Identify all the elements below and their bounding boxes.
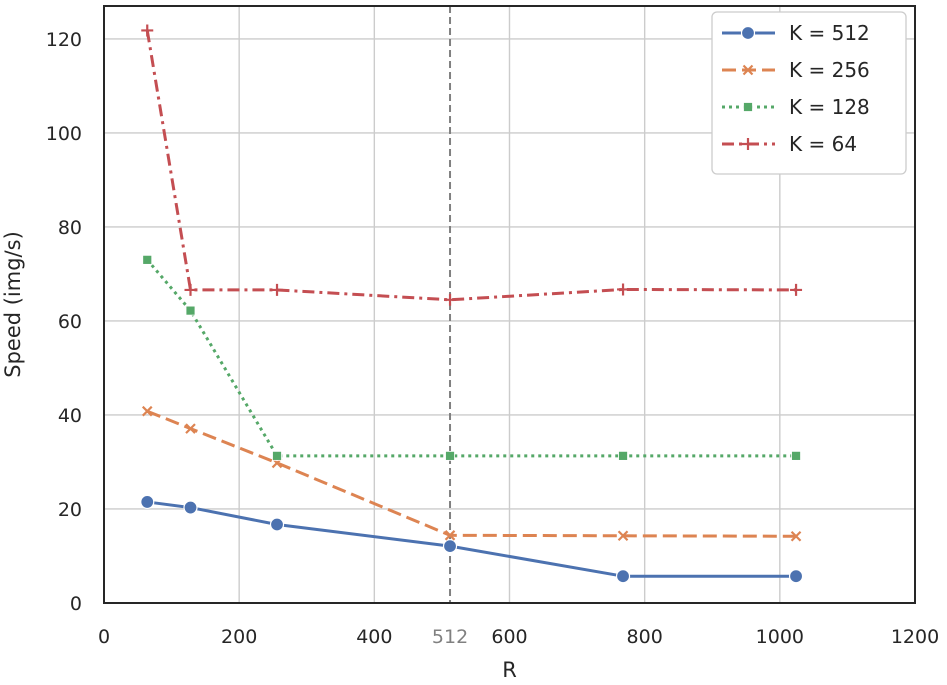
data-point xyxy=(444,293,457,306)
x-tick-label: 400 xyxy=(356,626,392,648)
legend-marker xyxy=(740,25,756,41)
data-point xyxy=(788,569,804,584)
series-line xyxy=(146,409,797,538)
series-group xyxy=(140,24,804,584)
y-tick-label: 40 xyxy=(58,405,82,427)
y-tick-label: 0 xyxy=(70,593,82,615)
legend-marker xyxy=(742,64,754,76)
legend-marker xyxy=(742,138,754,150)
data-point xyxy=(141,24,154,37)
series-line xyxy=(146,258,797,458)
legend-label: K = 128 xyxy=(789,95,870,119)
legend-label: K = 256 xyxy=(789,58,870,82)
data-point xyxy=(615,569,631,584)
data-point xyxy=(185,423,196,434)
data-point xyxy=(791,450,801,461)
legend-label: K = 512 xyxy=(789,21,870,45)
x-tick-labels: 0 200 400 600 800 1000 1200 512 xyxy=(98,626,939,648)
x-tick-label: 800 xyxy=(627,626,663,648)
x-tick-label: 600 xyxy=(491,626,527,648)
data-point xyxy=(142,254,153,265)
data-point xyxy=(617,283,630,296)
legend-label: K = 64 xyxy=(789,132,857,156)
data-point xyxy=(442,539,458,554)
series-3 xyxy=(142,254,801,461)
series-line xyxy=(147,500,797,578)
data-point xyxy=(141,405,153,417)
x-tick-label: 1000 xyxy=(756,626,804,648)
legend-marker xyxy=(743,102,753,112)
series-1 xyxy=(140,494,804,584)
reference-line-label: 512 xyxy=(432,626,468,648)
x-tick-label: 200 xyxy=(221,626,257,648)
series-line xyxy=(145,30,797,302)
y-axis-label: Speed (img/s) xyxy=(1,231,25,378)
data-point xyxy=(790,283,803,296)
y-tick-label: 20 xyxy=(58,499,82,521)
data-point xyxy=(445,450,455,461)
data-point xyxy=(618,450,628,461)
series-4 xyxy=(141,24,803,306)
y-tick-label: 120 xyxy=(46,29,82,51)
data-point xyxy=(272,450,282,461)
data-point xyxy=(185,305,196,316)
data-point xyxy=(140,494,155,510)
data-point xyxy=(790,530,802,542)
data-point xyxy=(617,530,629,542)
legend-box xyxy=(711,11,907,175)
y-tick-labels: 0 20 40 60 80 100 120 xyxy=(46,29,82,615)
data-point xyxy=(269,517,285,532)
data-point xyxy=(444,530,456,541)
legend: K = 512 K = 256 K = 128 K = 64 xyxy=(711,11,907,175)
y-tick-label: 60 xyxy=(58,311,82,333)
y-tick-label: 80 xyxy=(58,217,82,239)
data-point xyxy=(271,283,284,296)
x-tick-label: 1200 xyxy=(891,626,939,648)
series-2 xyxy=(141,405,802,542)
y-tick-label: 100 xyxy=(46,123,82,145)
data-point xyxy=(183,500,198,515)
x-tick-label: 0 xyxy=(98,626,110,648)
x-axis-label: R xyxy=(502,658,517,682)
plot-frame xyxy=(103,5,916,604)
data-point xyxy=(184,283,197,296)
